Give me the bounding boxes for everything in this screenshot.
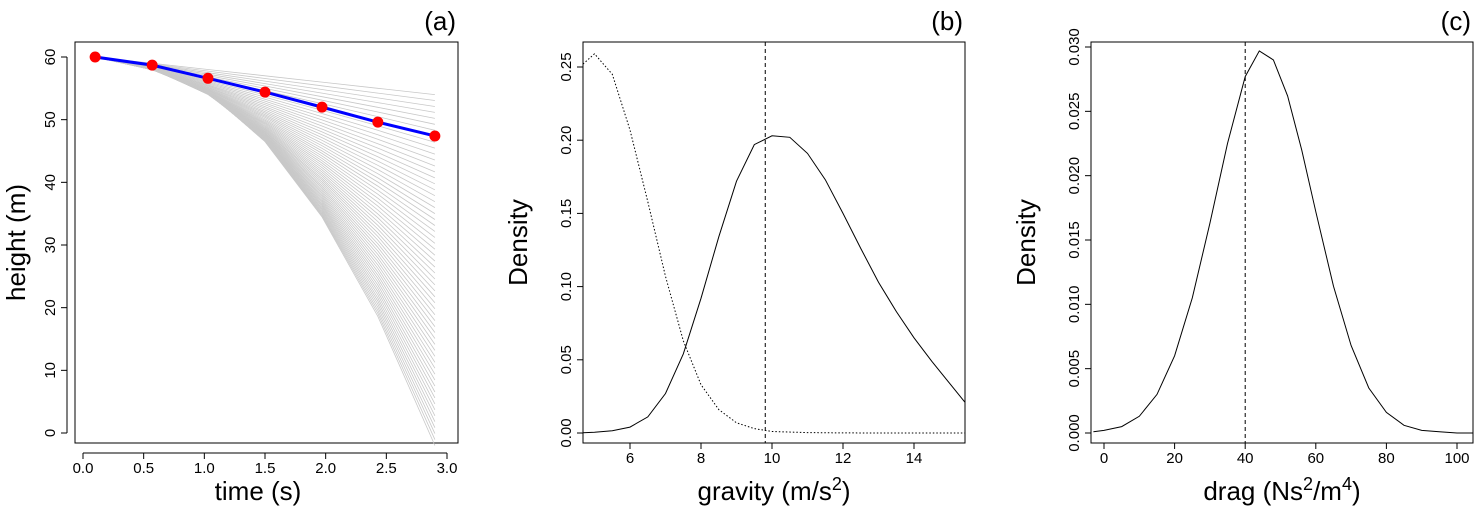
y-tick-label: 0.000 [1066,414,1083,452]
x-tick-label: 3.0 [437,460,458,477]
data-point [202,72,214,84]
x-axis-label-part: gravity (m/s [697,476,831,506]
panel-tag: (a) [424,6,456,36]
data-point [146,59,158,71]
plot-frame [1090,41,1474,444]
x-tick-label: 100 [1444,450,1469,467]
x-axis-label-part: ) [842,476,851,506]
plot-frame [582,41,966,444]
x-axis-label-sup: 2 [832,474,842,494]
x-axis-label: time (s) [215,476,302,506]
posterior-density-curve [582,135,966,434]
x-axis-label-sup: 2 [1303,474,1313,494]
y-tick-label: 20 [42,299,59,316]
y-tick-label: 0.15 [558,199,575,228]
ensemble-trajectory [95,56,436,345]
x-tick-label: 1.5 [255,460,276,477]
x-axis-label-part: ) [1352,476,1361,506]
x-tick-label: 40 [1237,450,1254,467]
y-tick-label: 0.020 [1066,157,1083,195]
posterior-density-curve [1093,50,1473,434]
x-tick-label: 20 [1166,450,1183,467]
y-tick-label: 0.015 [1066,221,1083,259]
panel-tag: (c) [1441,6,1471,36]
y-tick-label: 0.010 [1066,286,1083,324]
y-tick-label: 0.05 [558,345,575,374]
ensemble-trajectory [95,56,436,416]
plot-frame [74,41,459,444]
ensemble-trajectory [95,56,436,232]
x-axis-label: drag (Ns2/m4) [1203,474,1360,506]
x-tick-label: 8 [697,450,705,467]
y-tick-label: 10 [42,362,59,379]
x-tick-label: 10 [764,450,781,467]
ensemble-trajectory [95,56,436,428]
x-axis-label: gravity (m/s2) [697,474,850,506]
data-point [89,51,101,63]
x-axis-label-sup: 4 [1342,474,1352,494]
data-point [316,101,328,113]
x-tick-label: 2.0 [315,460,336,477]
ensemble-trajectory [95,56,436,381]
y-tick-label: 0.25 [558,52,575,81]
data-point [372,116,384,128]
prior-density-curve [582,53,965,434]
x-tick-label: 2.5 [376,460,397,477]
ensemble-trajectory [95,56,436,405]
ensemble-trajectory [95,56,436,393]
ensemble-trajectory [95,56,436,238]
data-point [429,130,441,142]
chart-panel-1: 0.0 0.5 1.0 1.5 2.0 2.5 3.0 0 10 20 30 40 50 60 time (… [1,6,459,506]
x-axis-label-part: drag (Ns [1203,476,1303,506]
x-tick-label: 0 [1100,450,1108,467]
y-tick-label: 50 [42,111,59,128]
y-tick-label: 0.025 [1066,93,1083,131]
x-tick-label: 6 [626,450,634,467]
y-axis-label: Density [1011,199,1041,286]
y-tick-label: 0.10 [558,272,575,301]
x-tick-label: 0.0 [73,460,94,477]
chart-panel-2: 6 8 10 12 14 0.00 0.05 0.10 0.15 0.20 0.25 gravity … [503,6,966,506]
y-tick-label: 30 [42,237,59,254]
y-axis-label: Density [503,199,533,286]
x-tick-label: 12 [835,450,852,467]
y-tick-label: 0.20 [558,126,575,155]
x-tick-label: 0.5 [133,460,154,477]
y-tick-label: 0.00 [558,418,575,447]
ensemble-trajectory [95,56,436,357]
y-tick-label: 0.005 [1066,350,1083,388]
y-tick-label: 0 [42,429,59,437]
y-tick-label: 40 [42,174,59,191]
x-tick-label: 60 [1307,450,1324,467]
y-tick-label: 0.030 [1066,28,1083,66]
chart-panel-3: 0 20 40 60 80 100 0.000 0.005 0.010 0.015 0.020 0.0… [1011,6,1474,506]
x-axis-label-part: /m [1313,476,1342,506]
y-tick-label: 60 [42,49,59,66]
x-tick-label: 1.0 [194,460,215,477]
data-point [259,86,271,98]
x-tick-label: 14 [906,450,923,467]
panel-tag: (b) [931,6,963,36]
x-tick-label: 80 [1378,450,1395,467]
y-axis-label: height (m) [1,184,31,301]
